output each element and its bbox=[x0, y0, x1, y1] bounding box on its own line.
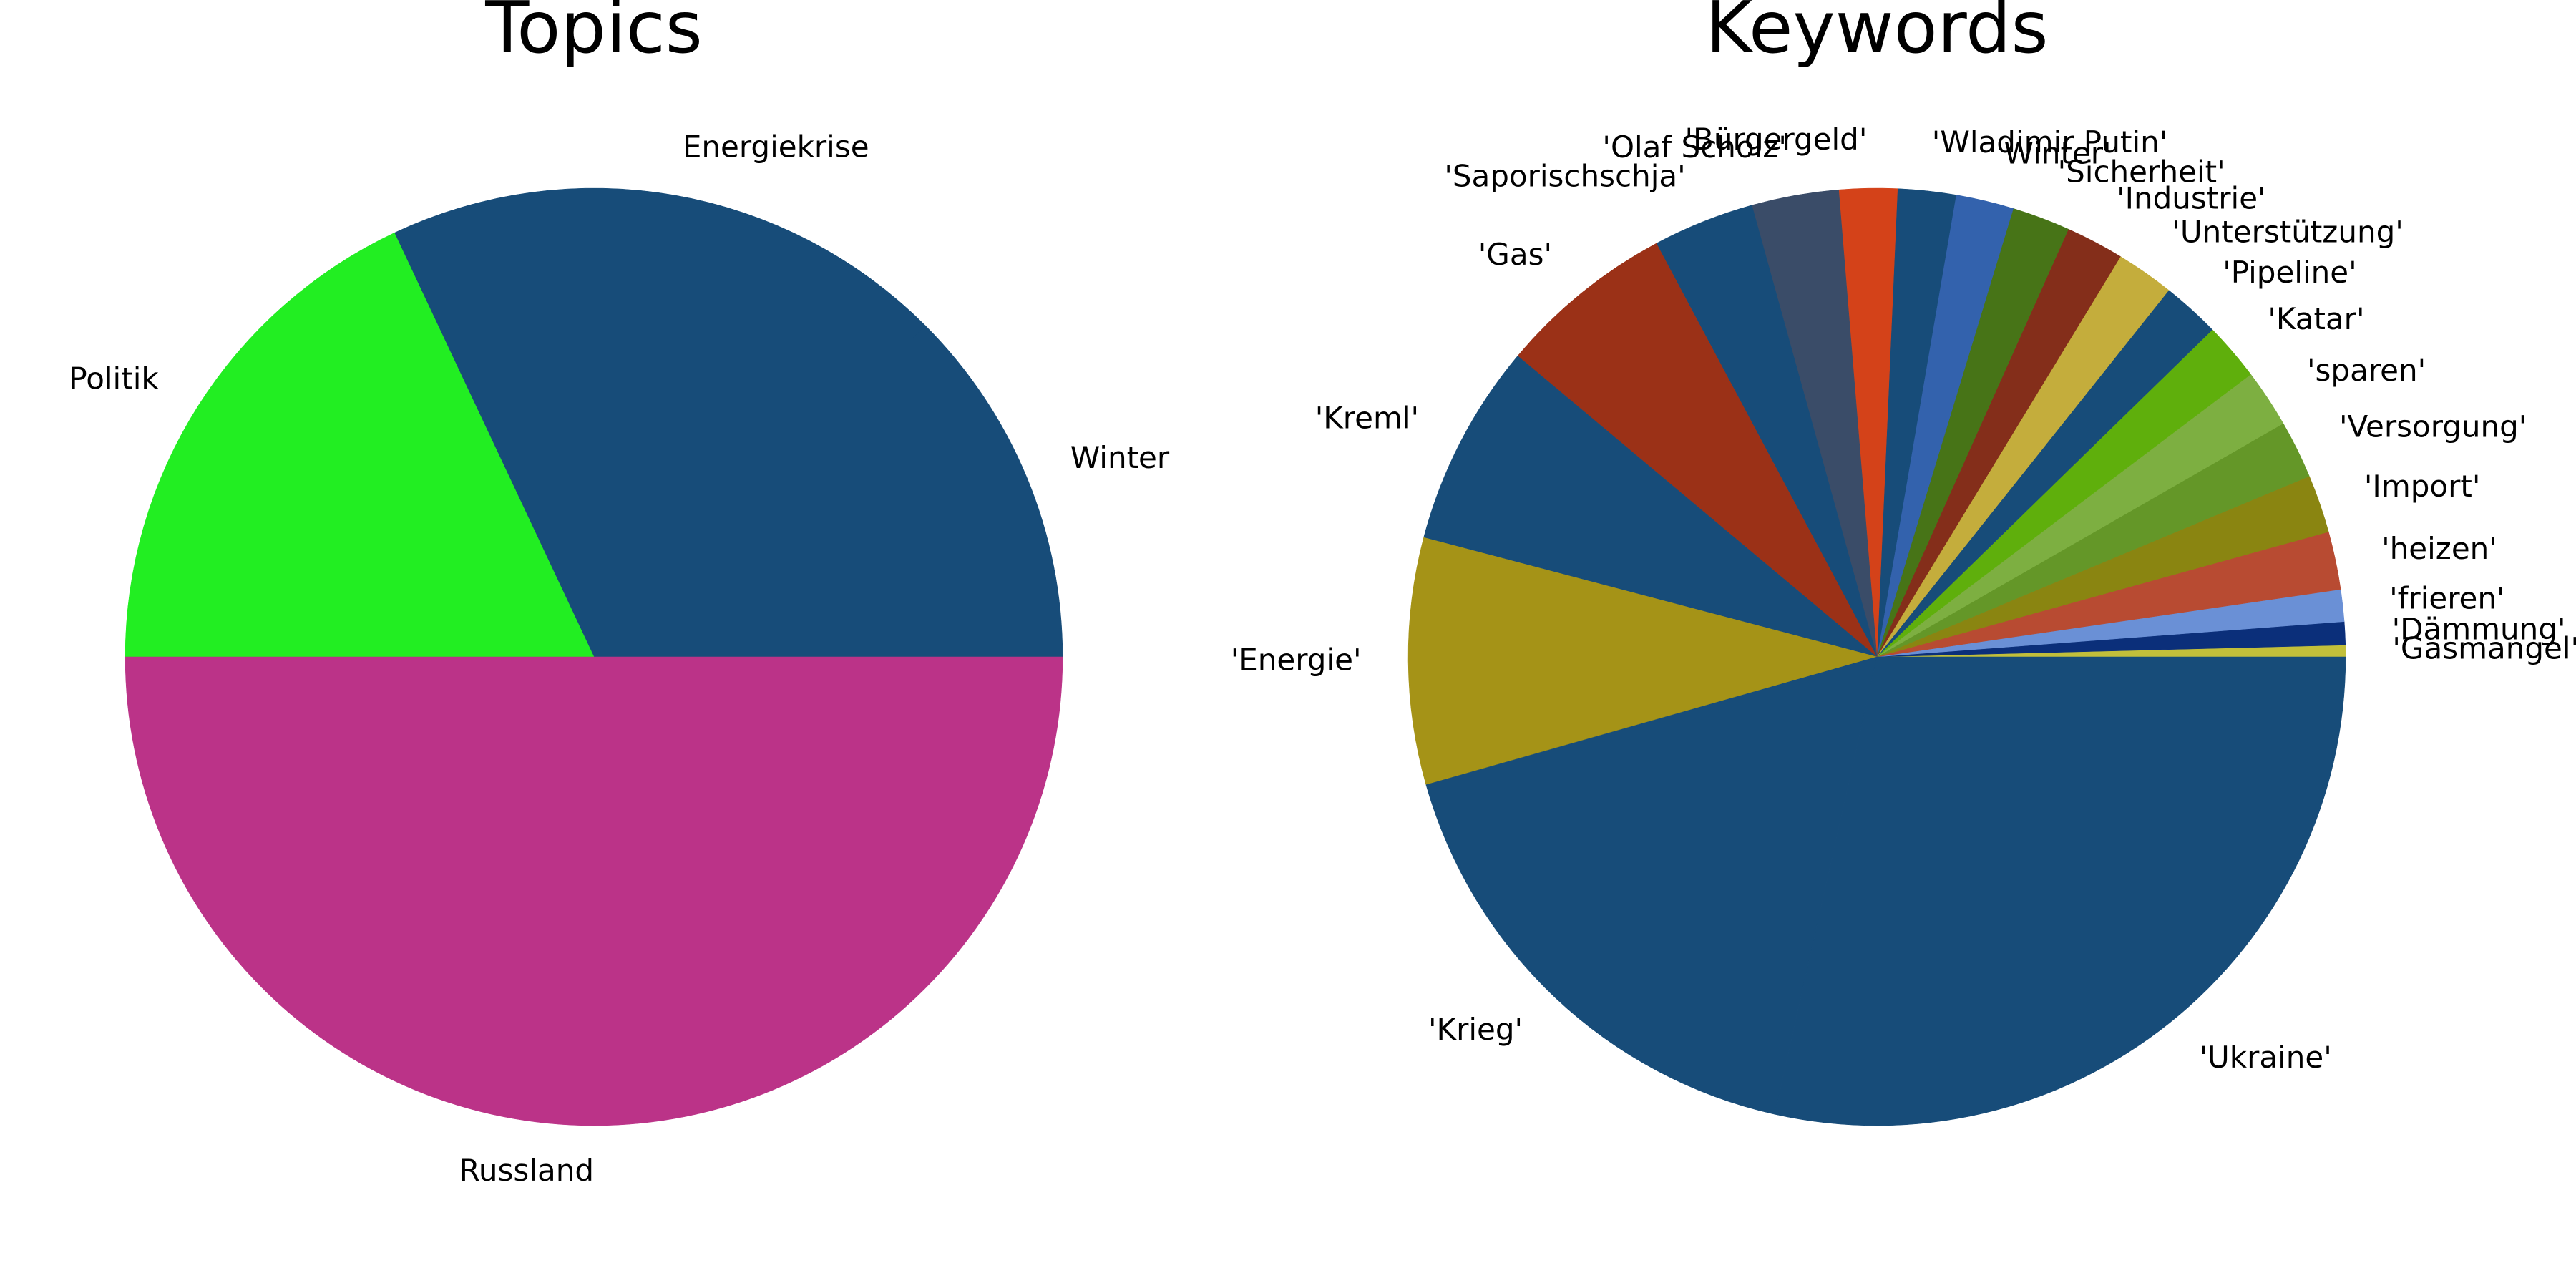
topics-label-energiekrise: Energiekrise bbox=[683, 130, 869, 165]
topics-label-winter: Winter bbox=[1070, 440, 1170, 475]
keywords-label-sparen: 'sparen' bbox=[2307, 353, 2426, 388]
keywords-label-katar: 'Katar' bbox=[2268, 301, 2364, 336]
topics-slice-politik bbox=[125, 233, 595, 658]
keywords-chart-title: Keywords bbox=[1705, 0, 2048, 69]
keywords-label-frieren: 'frieren' bbox=[2389, 580, 2504, 615]
keywords-label-olaf-scholz: 'Olaf Scholz' bbox=[1602, 130, 1786, 165]
topics-slices bbox=[125, 187, 1063, 1126]
keywords-slice-ukraine bbox=[1774, 656, 2346, 1126]
keywords-pie-chart: Keywords 'Gasmangel''Dämmung''frieren' 'h… bbox=[1231, 0, 2576, 1126]
keywords-label-wladimir-putin: 'Wladimir Putin' bbox=[1932, 125, 2168, 160]
topics-label-russland: Russland bbox=[459, 1153, 594, 1188]
topics-pie-chart: Topics Winter Energiekrise Politik Russland bbox=[69, 0, 1170, 1188]
topics-slice-russland bbox=[125, 656, 1063, 1126]
keywords-label-heizen: 'heizen' bbox=[2381, 531, 2497, 566]
keywords-label-saporischschja: 'Saporischschja' bbox=[1444, 158, 1685, 193]
keywords-label-krieg: 'Krieg' bbox=[1428, 1012, 1523, 1047]
keywords-slice-krieg bbox=[1425, 656, 1878, 1115]
keywords-slice-kreml bbox=[1423, 355, 1878, 658]
topics-slice-energiekrise bbox=[394, 187, 926, 658]
keywords-label-versorgung: 'Versorgung' bbox=[2339, 409, 2527, 444]
topics-chart-title: Topics bbox=[484, 0, 703, 69]
topics-slice-winter bbox=[593, 325, 1063, 658]
keywords-label-sicherheit: 'Sicherheit' bbox=[2058, 155, 2225, 190]
keywords-label-energie: 'Energie' bbox=[1231, 642, 1362, 677]
keywords-label-pipeline: 'Pipeline' bbox=[2223, 255, 2356, 290]
topics-label-politik: Politik bbox=[69, 361, 159, 396]
keywords-label-unterstützung: 'Unterstützung' bbox=[2172, 215, 2403, 250]
keywords-label-bürgergeld: 'Bürgergeld' bbox=[1684, 122, 1867, 157]
keywords-label-import: 'Import' bbox=[2364, 469, 2480, 504]
keywords-labels: 'Gasmangel''Dämmung''frieren' 'heizen' 'Im… bbox=[1231, 122, 2576, 1075]
keywords-label-kreml: 'Kreml' bbox=[1315, 400, 1419, 435]
keywords-label-ukraine: 'Ukraine' bbox=[2200, 1040, 2332, 1075]
keywords-label-industrie: 'Industrie' bbox=[2117, 181, 2266, 216]
keywords-slices bbox=[1407, 187, 2346, 1126]
keywords-label-gasmangel: 'Gasmangel' bbox=[2392, 630, 2576, 665]
keywords-label-gas: 'Gas' bbox=[1478, 237, 1552, 272]
keywords-label-winter: 'Winter' bbox=[1996, 135, 2112, 170]
keywords-slice-gas bbox=[1517, 243, 1878, 658]
topics-labels: Winter Energiekrise Politik Russland bbox=[69, 130, 1170, 1188]
keywords-label-dämmung: 'Dämmung' bbox=[2392, 611, 2566, 646]
keywords-slice-energie bbox=[1407, 537, 1878, 786]
